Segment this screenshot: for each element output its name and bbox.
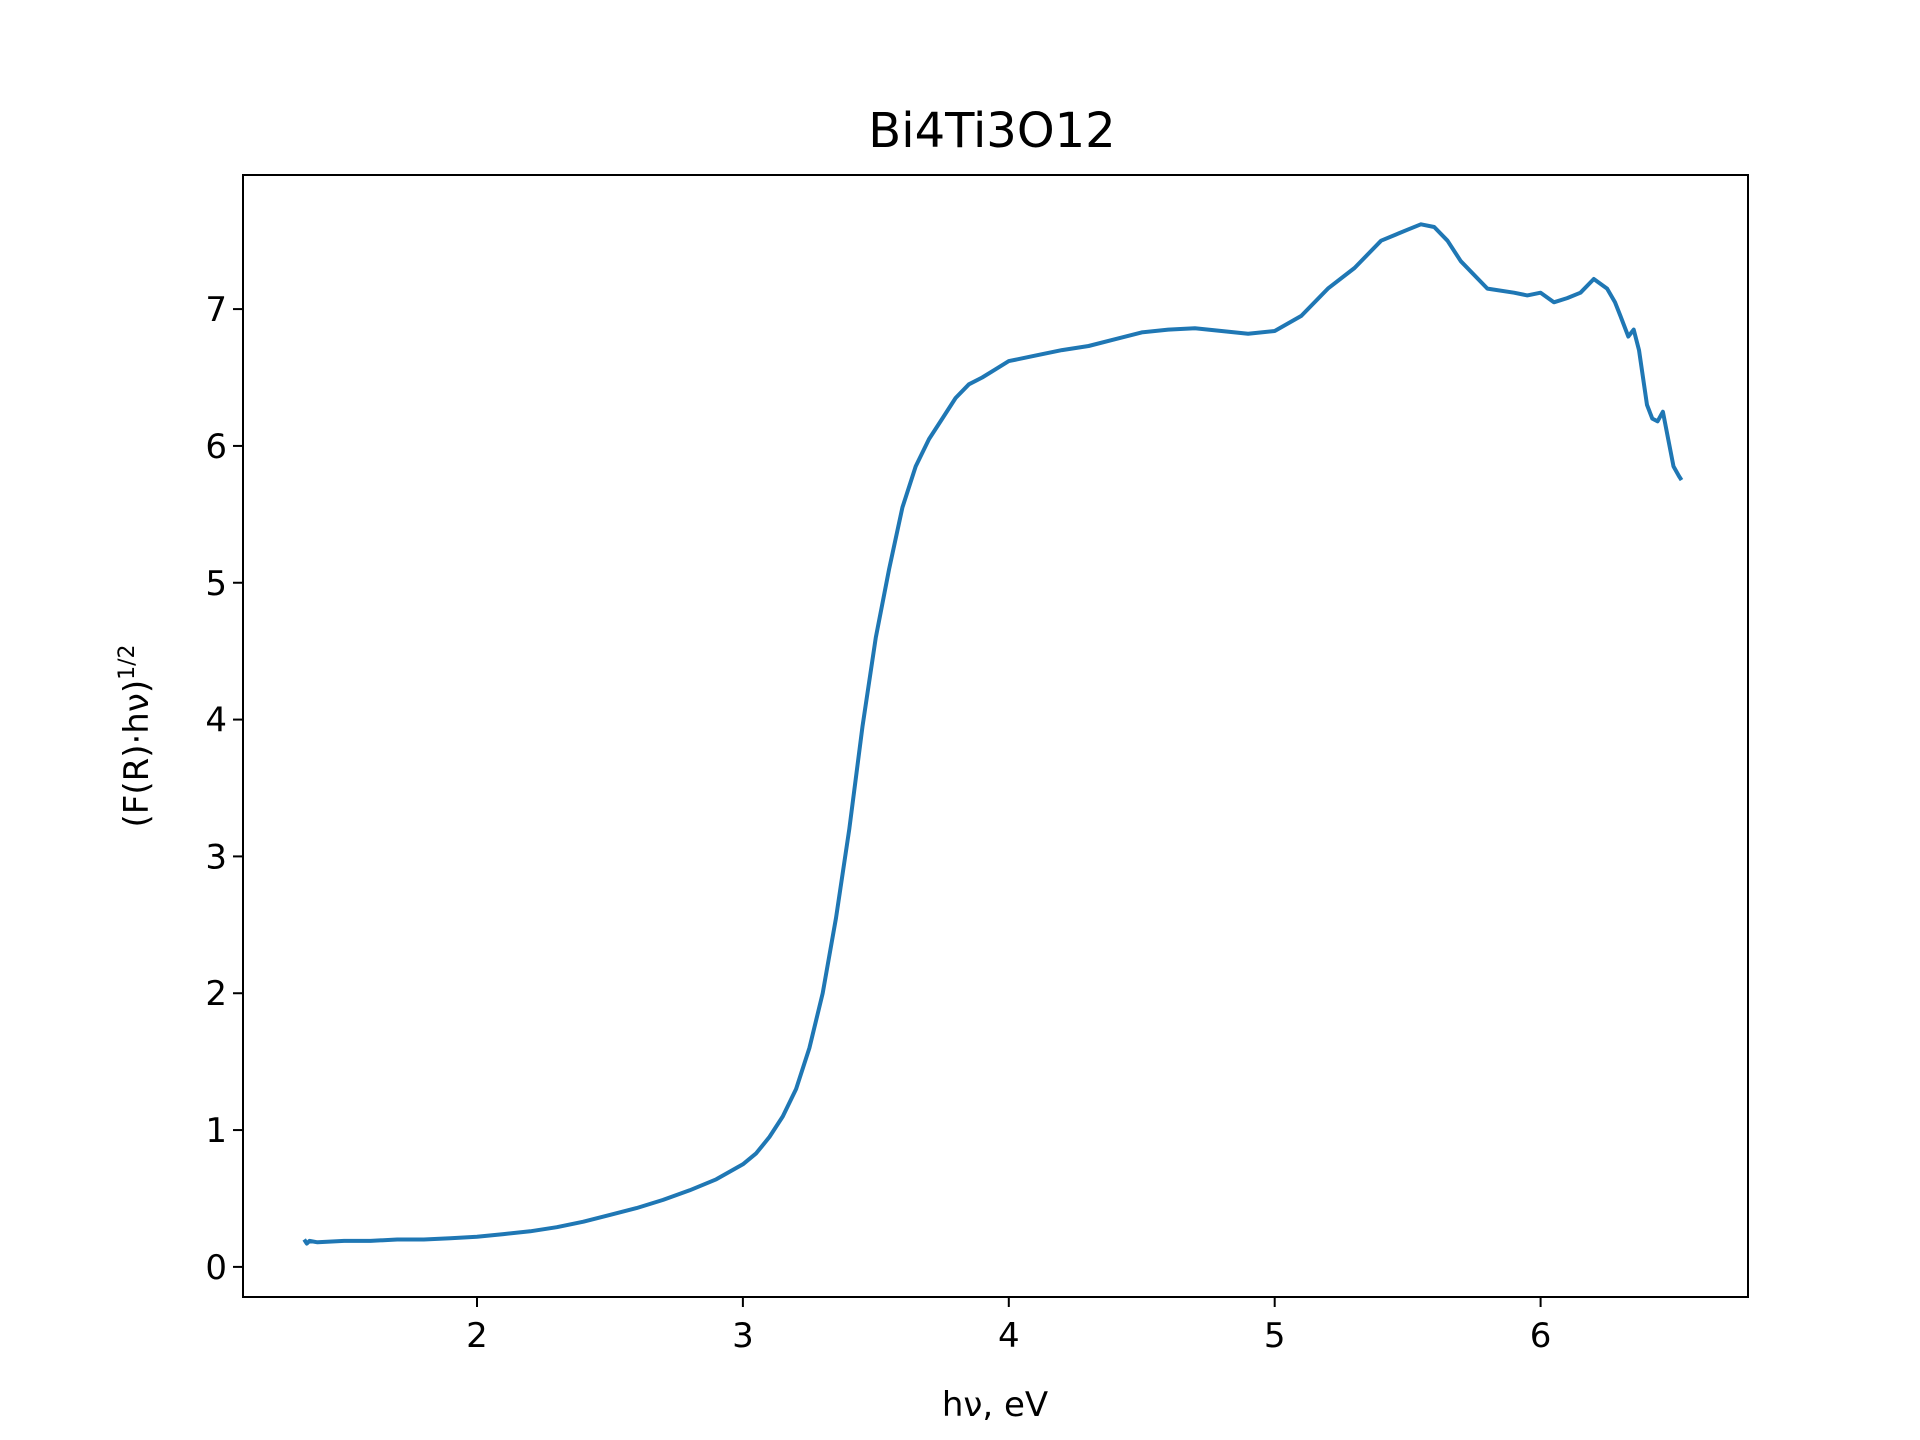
chart-title: Bi4Ti3O12 [868, 103, 1115, 159]
y-tick-label: 2 [205, 974, 227, 1014]
x-tick-label: 2 [466, 1316, 488, 1356]
plot-frame [242, 174, 1749, 1298]
x-tick-label: 4 [998, 1316, 1020, 1356]
y-tick-label: 1 [205, 1111, 227, 1151]
y-tick-label: 4 [205, 701, 227, 741]
y-tick-label: 0 [205, 1248, 227, 1288]
x-tick-label: 6 [1530, 1316, 1552, 1356]
y-tick-label: 5 [205, 564, 227, 604]
y-axis: 0 1 2 3 4 5 6 7 [205, 290, 243, 1288]
y-tick-label: 3 [205, 837, 227, 877]
y-tick-label: 6 [205, 427, 227, 467]
y-axis-label-superscript: 1/2 [115, 645, 140, 680]
y-axis-label: (F(R)·hν)1/2 [115, 645, 157, 828]
x-axis: 2 3 4 5 6 [466, 1297, 1551, 1356]
x-axis-label: hν, eV [942, 1385, 1048, 1425]
y-axis-label-main: (F(R)·hν) [117, 680, 157, 828]
x-tick-label: 3 [732, 1316, 754, 1356]
y-tick-label: 7 [205, 290, 227, 330]
x-tick-label: 5 [1264, 1316, 1286, 1356]
data-series-line [302, 222, 1684, 1246]
